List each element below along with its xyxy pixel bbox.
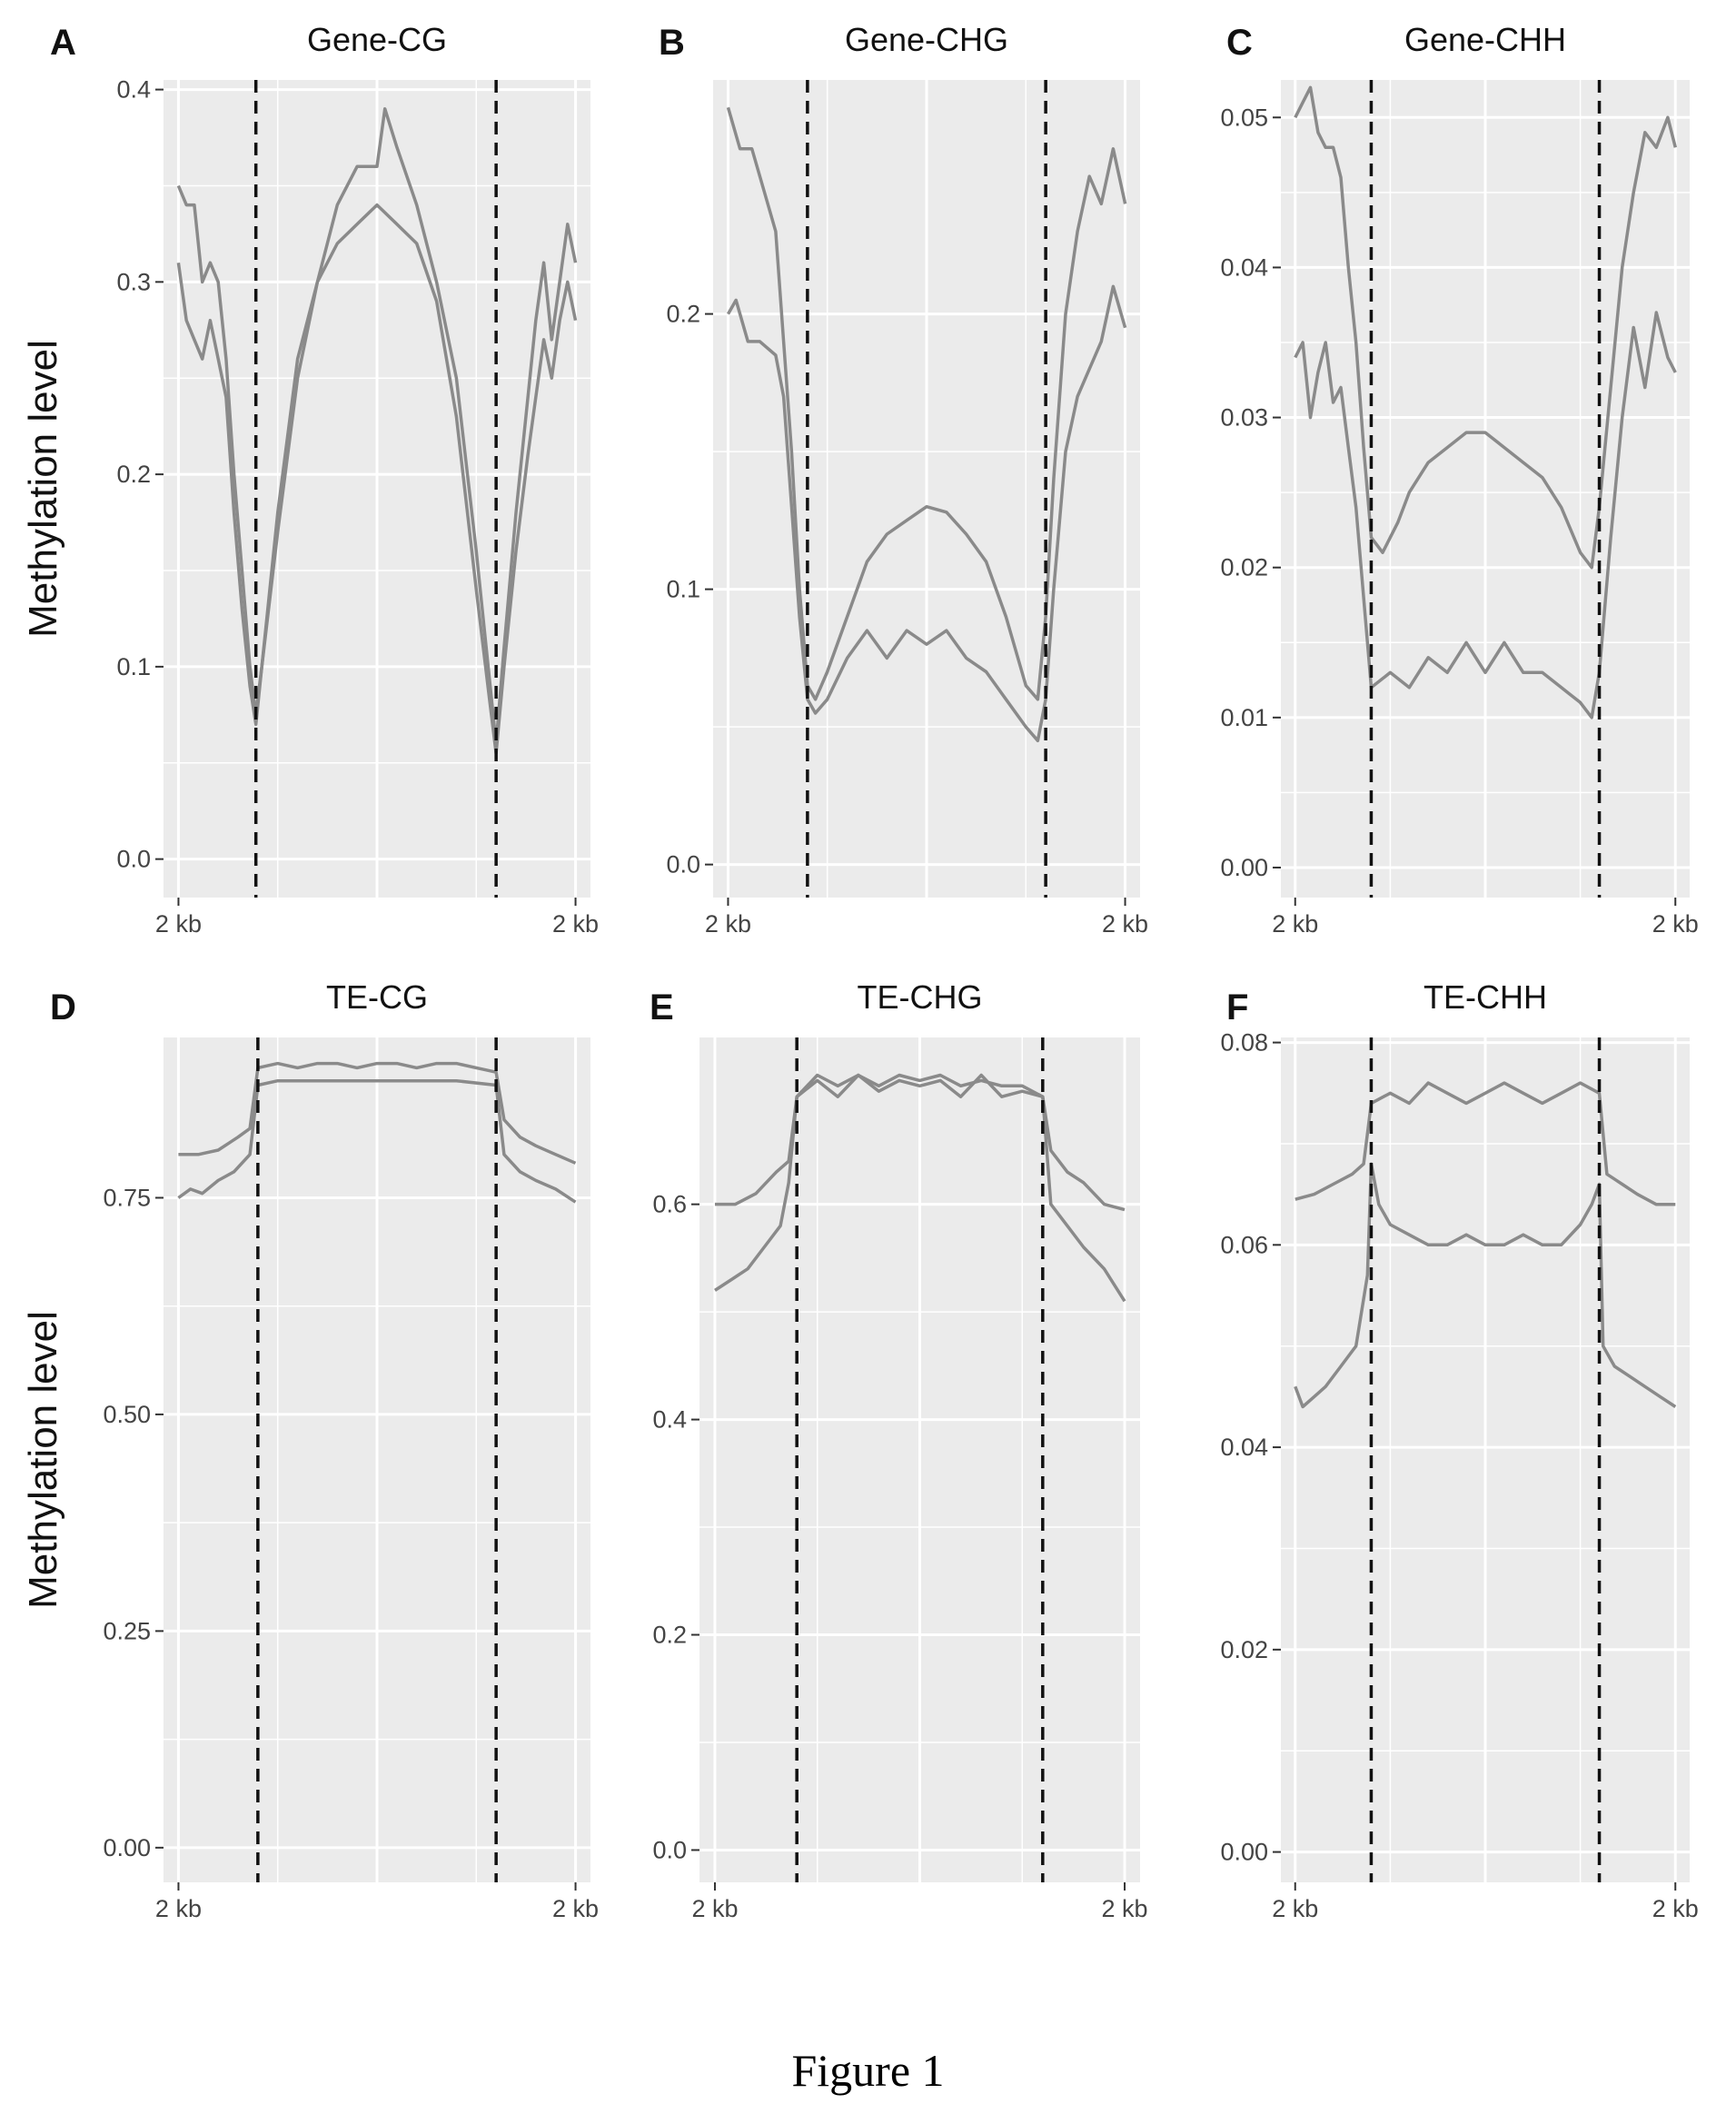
y-tick-label: 0.01 — [1220, 704, 1268, 731]
x-tick-label: 2 kb — [705, 910, 751, 938]
x-tick-label: 2 kb — [691, 1895, 738, 1922]
panel-title: TE-CG — [326, 978, 428, 1016]
series-line-1 — [1295, 1081, 1676, 1206]
panel-B: 0.0 0.1 0.2 2 kb 2 kb Gene-CHG B — [659, 21, 1148, 938]
panel-title: TE-CHH — [1424, 978, 1547, 1016]
series-line-1 — [715, 1073, 1126, 1212]
y-tick-label: 0.00 — [1220, 854, 1268, 881]
panel-letter: E — [650, 988, 674, 1027]
y-tick-label: 0.4 — [116, 76, 151, 104]
y-tick-label: 0.0 — [666, 851, 700, 878]
series-line-1 — [1294, 85, 1677, 570]
x-tick-label: 2 kb — [1102, 1895, 1148, 1922]
panel-title: Gene-CG — [307, 21, 447, 58]
y-tick-label: 0.08 — [1220, 1029, 1268, 1057]
y-tick-label: 0.4 — [652, 1406, 687, 1434]
series-line-2 — [726, 284, 1127, 743]
panel-letter: B — [659, 23, 685, 63]
y-tick-label: 0.75 — [103, 1184, 151, 1211]
x-tick-label: 2 kb — [552, 910, 599, 938]
x-tick-label: 2 kb — [1652, 1895, 1699, 1922]
y-tick-label: 0.00 — [1220, 1839, 1268, 1866]
panel-D: 0.00 0.25 0.50 0.75 2 kb 2 kb TE-CG D — [50, 978, 599, 1922]
panel-letter: F — [1226, 988, 1248, 1027]
y-tick-label: 0.02 — [1220, 554, 1268, 581]
series-line-2 — [176, 203, 578, 755]
series-line-2 — [714, 1073, 1126, 1303]
y-tick-label: 0.6 — [652, 1191, 687, 1218]
y-axis-label-bottom: Methylation level — [21, 1311, 65, 1609]
panel-title: Gene-CHG — [845, 21, 1008, 58]
y-tick-label: 0.2 — [652, 1622, 687, 1649]
series-line-2 — [177, 1078, 577, 1204]
series-line-1 — [726, 106, 1127, 701]
panel-letter: C — [1226, 23, 1253, 63]
panel-A: 0.0 0.1 0.2 0.3 0.4 2 kb 2 kb Gene-CG A — [50, 21, 599, 938]
y-tick-label: 0.04 — [1220, 253, 1268, 281]
x-tick-label: 2 kb — [155, 910, 202, 938]
y-tick-label: 0.1 — [116, 653, 151, 680]
panel-letter: A — [50, 23, 76, 63]
panel-title: Gene-CHH — [1404, 21, 1566, 58]
y-tick-label: 0.05 — [1220, 104, 1268, 131]
y-tick-label: 0.03 — [1220, 404, 1268, 432]
figure-caption: Figure 1 — [791, 2045, 945, 2096]
x-tick-label: 2 kb — [552, 1895, 599, 1922]
x-tick-label: 2 kb — [1652, 910, 1699, 938]
series-line-1 — [178, 1061, 577, 1165]
x-tick-label: 2 kb — [1272, 1895, 1318, 1922]
y-tick-label: 0.1 — [666, 576, 700, 603]
y-tick-label: 0.3 — [116, 268, 151, 295]
panel-E: 0.0 0.2 0.4 0.6 2 kb 2 kb TE-CHG E — [650, 978, 1148, 1922]
y-tick-label: 0.04 — [1220, 1434, 1268, 1461]
panel-C: 0.00 0.01 0.02 0.03 0.04 0.05 2 kb 2 kb Gene-CHH… — [1220, 21, 1698, 938]
y-tick-label: 0.2 — [116, 461, 151, 488]
x-tick-label: 2 kb — [155, 1895, 202, 1922]
y-tick-label: 0.0 — [652, 1836, 687, 1863]
y-tick-label: 0.25 — [103, 1617, 151, 1644]
y-axis-label-top: Methylation level — [21, 340, 65, 638]
y-tick-label: 0.2 — [666, 301, 700, 328]
y-tick-label: 0.00 — [103, 1834, 151, 1861]
series-line-2 — [1294, 311, 1677, 720]
series-line-2 — [1294, 1162, 1677, 1409]
panel-F: 0.00 0.02 0.04 0.06 0.08 2 kb 2 kb TE-CHH F — [1220, 978, 1698, 1922]
y-tick-label: 0.02 — [1220, 1636, 1268, 1663]
x-tick-label: 2 kb — [1102, 910, 1148, 938]
y-tick-label: 0.50 — [103, 1401, 151, 1428]
series-line-1 — [176, 107, 578, 746]
panels: 0.0 0.1 0.2 0.3 0.4 2 kb 2 kb Gene-CG A 0.0 0.1 0.2… — [50, 21, 1699, 1922]
panel-title: TE-CHG — [858, 978, 983, 1016]
y-tick-label: 0.06 — [1220, 1231, 1268, 1258]
x-tick-label: 2 kb — [1272, 910, 1318, 938]
panel-letter: D — [50, 988, 76, 1027]
y-tick-label: 0.0 — [116, 846, 151, 873]
